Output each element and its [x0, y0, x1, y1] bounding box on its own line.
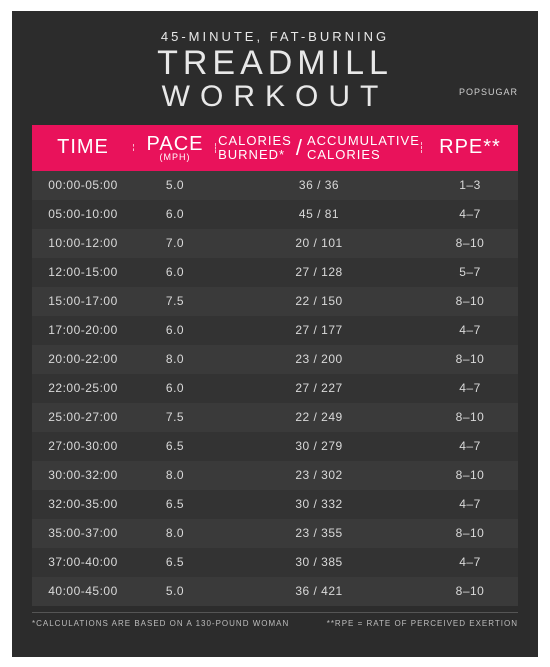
table-row: 22:00-25:006.027 / 2274–7 — [32, 374, 518, 403]
cell-pace: 8.0 — [134, 468, 216, 482]
header-time: TIME — [32, 136, 134, 159]
cell-calories: 22 / 150 — [216, 294, 422, 308]
cell-calories: 23 / 355 — [216, 526, 422, 540]
cell-time: 40:00-45:00 — [32, 584, 134, 598]
cell-pace: 6.5 — [134, 439, 216, 453]
table-header: TIME PACE (MPH) CALORIESBURNED* / ACCUMU… — [32, 125, 518, 171]
cell-pace: 5.0 — [134, 584, 216, 598]
cell-time: 10:00-12:00 — [32, 236, 134, 250]
cell-pace: 7.5 — [134, 410, 216, 424]
cell-time: 30:00-32:00 — [32, 468, 134, 482]
cell-time: 17:00-20:00 — [32, 323, 134, 337]
header-rpe: RPE** — [422, 136, 518, 159]
table-row: 32:00-35:006.530 / 3324–7 — [32, 490, 518, 519]
footnote-calc: *CALCULATIONS ARE BASED ON A 130-POUND W… — [32, 619, 289, 628]
cell-calories: 30 / 332 — [216, 497, 422, 511]
cell-calories: 36 / 36 — [216, 178, 422, 192]
table-row: 35:00-37:008.023 / 3558–10 — [32, 519, 518, 548]
cell-time: 20:00-22:00 — [32, 352, 134, 366]
cell-time: 32:00-35:00 — [32, 497, 134, 511]
table-row: 37:00-40:006.530 / 3854–7 — [32, 548, 518, 577]
title-block: 45-MINUTE, FAT-BURNING TREADMILL WORKOUT… — [32, 29, 518, 113]
cell-pace: 5.0 — [134, 178, 216, 192]
cell-pace: 6.5 — [134, 555, 216, 569]
cell-rpe: 8–10 — [422, 236, 518, 250]
cell-rpe: 8–10 — [422, 584, 518, 598]
table-row: 27:00-30:006.530 / 2794–7 — [32, 432, 518, 461]
footer: *CALCULATIONS ARE BASED ON A 130-POUND W… — [32, 612, 518, 628]
brand-label: POPSUGAR — [459, 87, 518, 97]
cell-calories: 27 / 177 — [216, 323, 422, 337]
cell-calories: 36 / 421 — [216, 584, 422, 598]
table-row: 20:00-22:008.023 / 2008–10 — [32, 345, 518, 374]
header-pace: PACE (MPH) — [134, 135, 216, 161]
table-row: 05:00-10:006.045 / 814–7 — [32, 200, 518, 229]
cell-rpe: 4–7 — [422, 207, 518, 221]
cell-rpe: 5–7 — [422, 265, 518, 279]
cell-calories: 30 / 385 — [216, 555, 422, 569]
subtitle: WORKOUT — [32, 81, 518, 113]
table-row: 25:00-27:007.522 / 2498–10 — [32, 403, 518, 432]
cell-pace: 6.0 — [134, 381, 216, 395]
title: TREADMILL — [32, 46, 518, 82]
table-row: 17:00-20:006.027 / 1774–7 — [32, 316, 518, 345]
cell-rpe: 4–7 — [422, 497, 518, 511]
cell-pace: 6.0 — [134, 207, 216, 221]
cell-pace: 7.5 — [134, 294, 216, 308]
cell-rpe: 4–7 — [422, 439, 518, 453]
header-cal-burned: CALORIESBURNED* — [218, 134, 292, 161]
cell-time: 05:00-10:00 — [32, 207, 134, 221]
cell-calories: 23 / 302 — [216, 468, 422, 482]
header-slash: / — [296, 136, 303, 159]
cell-calories: 45 / 81 — [216, 207, 422, 221]
cell-calories: 23 / 200 — [216, 352, 422, 366]
cell-time: 22:00-25:00 — [32, 381, 134, 395]
pretitle: 45-MINUTE, FAT-BURNING — [32, 29, 518, 44]
workout-card: 45-MINUTE, FAT-BURNING TREADMILL WORKOUT… — [12, 11, 538, 657]
cell-rpe: 4–7 — [422, 555, 518, 569]
cell-pace: 6.0 — [134, 323, 216, 337]
footnote-rpe: **RPE = RATE OF PERCEIVED EXERTION — [327, 619, 518, 628]
table-row: 10:00-12:007.020 / 1018–10 — [32, 229, 518, 258]
cell-time: 12:00-15:00 — [32, 265, 134, 279]
cell-time: 25:00-27:00 — [32, 410, 134, 424]
header-calories: CALORIESBURNED* / ACCUMULATIVECALORIES — [216, 134, 422, 161]
table-row: 12:00-15:006.027 / 1285–7 — [32, 258, 518, 287]
table-row: 30:00-32:008.023 / 3028–10 — [32, 461, 518, 490]
cell-calories: 27 / 227 — [216, 381, 422, 395]
cell-time: 15:00-17:00 — [32, 294, 134, 308]
cell-calories: 27 / 128 — [216, 265, 422, 279]
cell-rpe: 8–10 — [422, 468, 518, 482]
cell-rpe: 4–7 — [422, 323, 518, 337]
cell-rpe: 8–10 — [422, 526, 518, 540]
cell-rpe: 8–10 — [422, 294, 518, 308]
table-row: 00:00-05:005.036 / 361–3 — [32, 171, 518, 200]
cell-calories: 30 / 279 — [216, 439, 422, 453]
cell-pace: 6.0 — [134, 265, 216, 279]
cell-rpe: 4–7 — [422, 381, 518, 395]
cell-pace: 6.5 — [134, 497, 216, 511]
cell-calories: 20 / 101 — [216, 236, 422, 250]
table-body: 00:00-05:005.036 / 361–305:00-10:006.045… — [32, 171, 518, 606]
cell-time: 27:00-30:00 — [32, 439, 134, 453]
cell-time: 37:00-40:00 — [32, 555, 134, 569]
cell-rpe: 8–10 — [422, 410, 518, 424]
table-row: 15:00-17:007.522 / 1508–10 — [32, 287, 518, 316]
cell-pace: 8.0 — [134, 526, 216, 540]
cell-pace: 8.0 — [134, 352, 216, 366]
cell-time: 00:00-05:00 — [32, 178, 134, 192]
cell-time: 35:00-37:00 — [32, 526, 134, 540]
cell-calories: 22 / 249 — [216, 410, 422, 424]
table-row: 40:00-45:005.036 / 4218–10 — [32, 577, 518, 606]
cell-rpe: 1–3 — [422, 178, 518, 192]
cell-pace: 7.0 — [134, 236, 216, 250]
header-cal-accum: ACCUMULATIVECALORIES — [307, 134, 420, 161]
cell-rpe: 8–10 — [422, 352, 518, 366]
